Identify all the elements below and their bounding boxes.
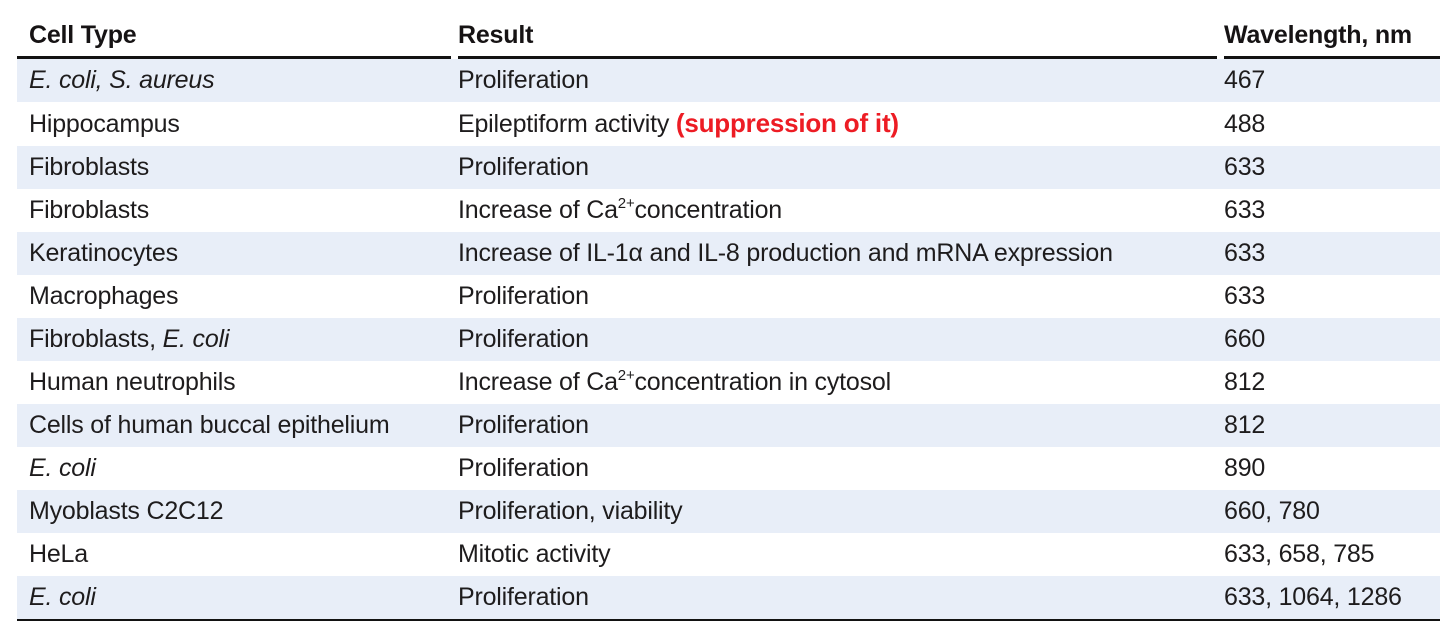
text-segment: E. coli: [29, 454, 96, 482]
wavelength-cell: 660: [1224, 318, 1440, 361]
results-table: Cell Type Result Wavelength, nm E. coli,…: [17, 4, 1440, 621]
result-cell: Proliferation: [458, 275, 1224, 318]
wavelength-cell: 660, 780: [1224, 490, 1440, 533]
table-row: Myoblasts C2C12 Proliferation, viability 6…: [17, 490, 1440, 533]
cell-type-cell: E. coli: [17, 447, 458, 490]
cell-type-cell: Hippocampus: [17, 102, 458, 146]
text-segment: Proliferation: [458, 66, 589, 94]
text-segment: Myoblasts C2C12: [29, 497, 224, 525]
table-row: HeLa Mitotic activity 633, 658, 785: [17, 533, 1440, 576]
text-segment: E. coli, S. aureus: [29, 66, 215, 94]
text-segment: Cells of human buccal epithelium: [29, 411, 390, 439]
table-row: Human neutrophils Increase of Ca2+concent…: [17, 361, 1440, 404]
cell-type-cell: Fibroblasts: [17, 189, 458, 232]
wavelength-cell: 633: [1224, 232, 1440, 275]
table-row: Hippocampus Epileptiform activity (suppre…: [17, 102, 1440, 146]
result-cell: Increase of Ca2+concentration in cytosol: [458, 361, 1224, 404]
text-segment: HeLa: [29, 540, 88, 568]
wavelength-cell: 633, 658, 785: [1224, 540, 1375, 568]
result-cell: Mitotic activity: [458, 533, 1224, 576]
table-row: Fibroblasts Increase of Ca2+concentration…: [17, 189, 1440, 232]
cell-type-cell: Fibroblasts, E. coli: [17, 318, 458, 361]
result-cell: Proliferation: [458, 447, 1224, 490]
text-segment: Fibroblasts,: [29, 325, 163, 353]
table-row: E. coli, S. aureus Proliferation 467: [17, 59, 1440, 102]
cell-type-cell: E. coli, S. aureus: [17, 59, 458, 102]
table-row: Keratinocytes Increase of IL-1α and IL-8 …: [17, 232, 1440, 275]
table-row: E. coli Proliferation 890: [17, 447, 1440, 490]
cell-type-cell: Macrophages: [17, 275, 458, 318]
result-cell: Proliferation: [458, 318, 1224, 361]
text-segment: Keratinocytes: [29, 239, 178, 267]
cell-type-cell: Keratinocytes: [17, 232, 458, 275]
result-cell: Proliferation, viability: [458, 490, 1224, 533]
text-segment: Proliferation, viability: [458, 497, 683, 525]
text-segment: Increase of IL-1α and IL-8 production an…: [458, 239, 1113, 267]
text-segment: Hippocampus: [29, 109, 180, 138]
table-row: Fibroblasts, E. coli Proliferation 660: [17, 318, 1440, 361]
cell-type-cell: Myoblasts C2C12: [17, 490, 458, 533]
superscript: 2+: [617, 194, 635, 212]
table-row: Fibroblasts Proliferation 633: [17, 146, 1440, 189]
result-cell: Proliferation: [458, 146, 1224, 189]
cell-type-cell: Human neutrophils: [17, 361, 458, 404]
text-segment: Proliferation: [458, 583, 589, 611]
text-segment: Fibroblasts: [29, 196, 150, 224]
text-segment: concentration: [634, 196, 783, 224]
text-segment: concentration in cytosol: [634, 368, 892, 396]
wavelength-cell: 467: [1224, 59, 1440, 102]
result-cell: Proliferation: [458, 404, 1224, 447]
text-segment: Proliferation: [458, 411, 589, 439]
column-header-cell-type: Cell Type: [17, 4, 458, 59]
cell-type-cell: E. coli: [17, 576, 458, 621]
table-row: Macrophages Proliferation 633: [17, 275, 1440, 318]
table-header: Cell Type Result Wavelength, nm: [17, 4, 1440, 59]
text-segment: Macrophages: [29, 282, 179, 310]
text-segment: Proliferation: [458, 454, 589, 482]
table-body: E. coli, S. aureus Proliferation 467 Hippoc…: [17, 59, 1440, 621]
text-segment: Proliferation: [458, 282, 589, 310]
cell-type-cell: Cells of human buccal epithelium: [17, 404, 458, 447]
wavelength-cell: 890: [1224, 454, 1266, 482]
result-cell: Proliferation: [458, 59, 1224, 102]
wavelength-cell: 488: [1224, 109, 1266, 138]
red-annotation: (suppression of it): [675, 108, 899, 138]
text-segment: Mitotic activity: [458, 540, 611, 568]
wavelength-cell: 812: [1224, 368, 1266, 396]
result-cell: Increase of IL-1α and IL-8 production an…: [458, 232, 1224, 275]
superscript: 2+: [617, 366, 635, 384]
text-segment: E. coli: [29, 583, 96, 611]
column-header-result: Result: [458, 4, 1224, 59]
text-segment: Increase of Ca: [458, 196, 618, 224]
cell-type-cell: HeLa: [17, 533, 458, 576]
text-segment: E. coli: [162, 325, 230, 353]
cell-type-cell: Fibroblasts: [17, 146, 458, 189]
wavelength-cell: 633: [1224, 282, 1266, 310]
wavelength-cell: 633: [1224, 196, 1266, 224]
table-row: Cells of human buccal epithelium Prolifer…: [17, 404, 1440, 447]
text-segment: Proliferation: [458, 325, 589, 353]
text-segment: Fibroblasts: [29, 153, 150, 181]
text-segment: Proliferation: [458, 153, 589, 181]
text-segment: Epileptiform activity: [458, 110, 676, 138]
wavelength-cell: 633, 1064, 1286: [1224, 576, 1440, 621]
wavelength-cell: 633: [1224, 146, 1440, 189]
wavelength-cell: 812: [1224, 404, 1440, 447]
result-cell: Increase of Ca2+concentration: [458, 189, 1224, 232]
result-cell: Epileptiform activity (suppression of it…: [458, 102, 1224, 146]
column-header-wavelength: Wavelength, nm: [1224, 4, 1440, 59]
header-row: Cell Type Result Wavelength, nm: [17, 4, 1440, 59]
table-row: E. coli Proliferation 633, 1064, 1286: [17, 576, 1440, 621]
text-segment: Human neutrophils: [29, 368, 236, 396]
text-segment: Increase of Ca: [458, 368, 618, 396]
result-cell: Proliferation: [458, 576, 1224, 621]
